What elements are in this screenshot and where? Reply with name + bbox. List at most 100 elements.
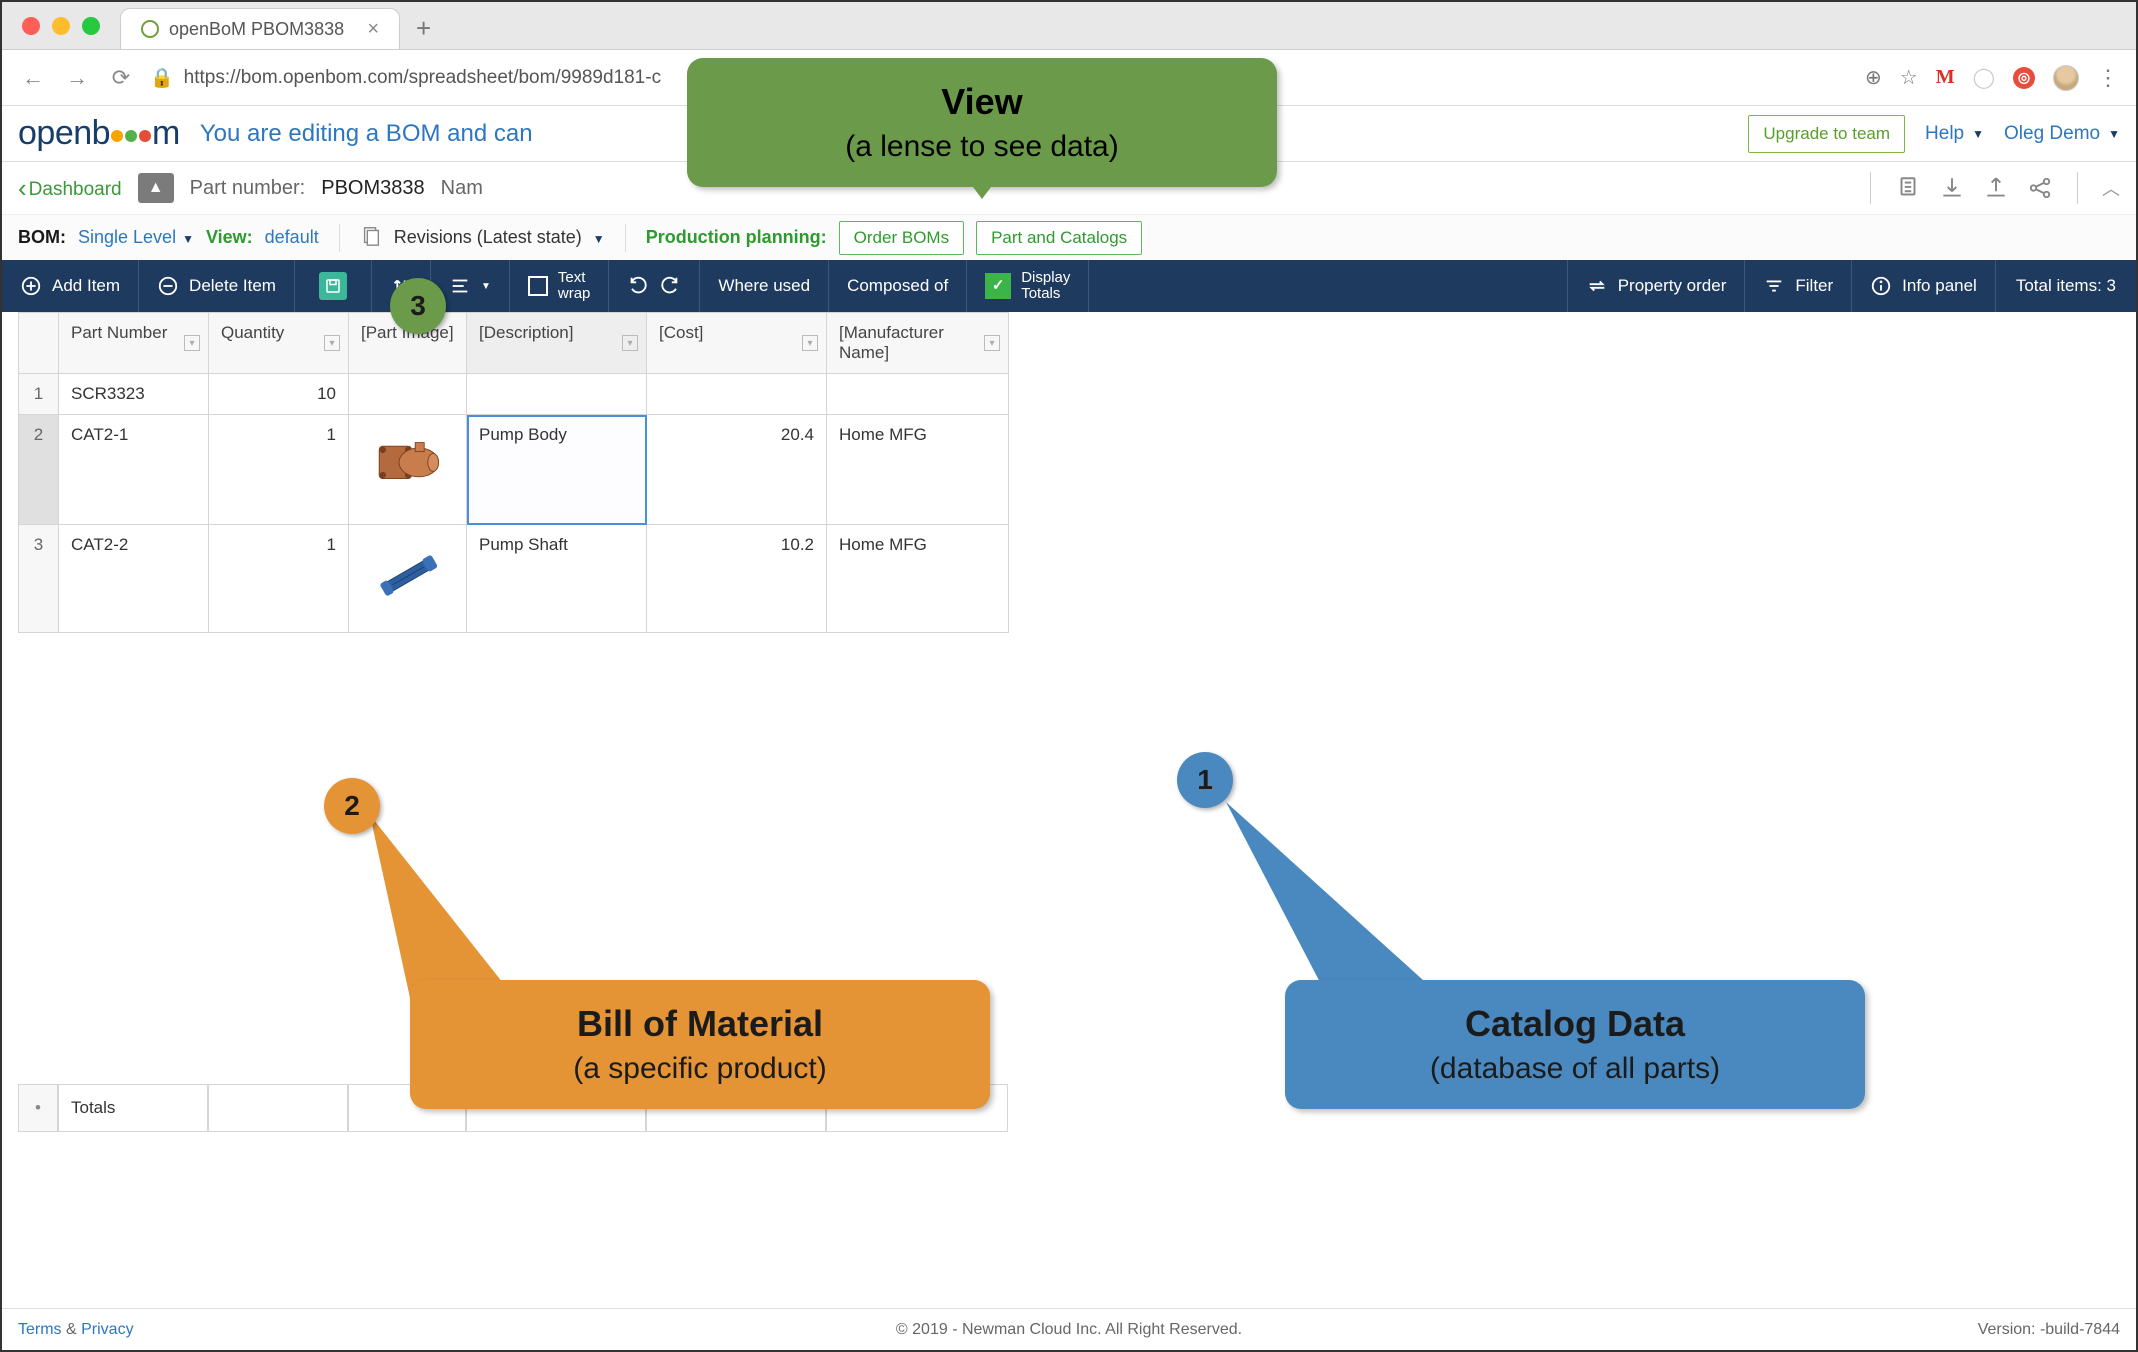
totals-indicator: • bbox=[18, 1084, 58, 1132]
close-window-icon[interactable] bbox=[22, 17, 40, 35]
reload-icon[interactable]: ⟳ bbox=[106, 65, 136, 91]
revisions-select[interactable]: Revisions (Latest state) ▼ bbox=[394, 227, 605, 248]
undo-redo-group[interactable] bbox=[609, 260, 700, 312]
part-catalogs-button[interactable]: Part and Catalogs bbox=[976, 221, 1142, 255]
filter-button[interactable]: Filter bbox=[1745, 260, 1852, 312]
back-icon[interactable]: ← bbox=[18, 65, 48, 91]
undo-icon[interactable] bbox=[627, 275, 649, 297]
browser-menu-icon[interactable]: ⋮ bbox=[2097, 65, 2120, 91]
doc-action-icons: ︿ bbox=[1864, 172, 2120, 204]
cell-cost[interactable] bbox=[647, 374, 827, 415]
download-icon[interactable] bbox=[1939, 175, 1965, 201]
cell-image[interactable] bbox=[349, 415, 467, 525]
align-icon bbox=[449, 275, 471, 297]
order-boms-button[interactable]: Order BOMs bbox=[839, 221, 964, 255]
header-part-number[interactable]: Part Number▾ bbox=[59, 313, 209, 374]
copy-icon[interactable] bbox=[1895, 175, 1921, 201]
table-row[interactable]: 1 SCR3323 10 bbox=[19, 374, 1009, 415]
composed-of-button[interactable]: Composed of bbox=[829, 260, 967, 312]
browser-tab[interactable]: openBoM PBOM3838 × bbox=[120, 8, 400, 49]
cell-quantity[interactable]: 1 bbox=[209, 525, 349, 633]
help-link[interactable]: Help▼ bbox=[1925, 123, 1984, 145]
filter-icon[interactable]: ▾ bbox=[184, 335, 200, 351]
tab-close-icon[interactable]: × bbox=[367, 18, 379, 41]
table-header-row: Part Number▾ Quantity▾ [Part Image] [Des… bbox=[19, 313, 1009, 374]
cell-cost[interactable]: 10.2 bbox=[647, 525, 827, 633]
dashboard-link[interactable]: Dashboard bbox=[18, 173, 122, 204]
profile-avatar[interactable] bbox=[2053, 65, 2079, 91]
extension-icon[interactable]: ◎ bbox=[2013, 67, 2035, 89]
cell-description[interactable]: Pump Shaft bbox=[467, 525, 647, 633]
openbom-logo[interactable]: openbm bbox=[18, 114, 180, 153]
action-toolbar: Add Item Delete Item ▼ Text wrap Where u… bbox=[2, 260, 2136, 312]
cell-manufacturer[interactable]: Home MFG bbox=[827, 415, 1009, 525]
cell-part-number[interactable]: CAT2-2 bbox=[59, 525, 209, 633]
checkbox-checked-icon bbox=[985, 273, 1011, 299]
user-menu[interactable]: Oleg Demo▼ bbox=[2004, 123, 2120, 145]
chevron-up-icon[interactable]: ︿ bbox=[2102, 175, 2120, 201]
new-tab-button[interactable]: + bbox=[400, 8, 447, 49]
header-manufacturer[interactable]: [Manufacturer Name]▾ bbox=[827, 313, 1009, 374]
share-icon[interactable] bbox=[2027, 175, 2053, 201]
divider bbox=[339, 224, 340, 252]
filter-icon bbox=[1763, 275, 1785, 297]
bookmark-icon[interactable]: ☆ bbox=[1900, 65, 1918, 90]
cell-description[interactable] bbox=[467, 374, 647, 415]
callout-badge-1: 1 bbox=[1177, 752, 1233, 808]
callout-catalog: Catalog Data (database of all parts) bbox=[1285, 980, 1865, 1109]
row-number: 1 bbox=[19, 374, 59, 415]
favicon-icon bbox=[141, 20, 159, 38]
swap-icon bbox=[1586, 275, 1608, 297]
tab-title: openBoM PBOM3838 bbox=[169, 19, 344, 40]
cell-image[interactable] bbox=[349, 374, 467, 415]
redo-icon[interactable] bbox=[659, 275, 681, 297]
callout-badge-2: 2 bbox=[324, 778, 380, 834]
filter-icon[interactable]: ▾ bbox=[984, 335, 1000, 351]
cell-manufacturer[interactable]: Home MFG bbox=[827, 525, 1009, 633]
bom-image-chip[interactable]: ▲ bbox=[138, 173, 174, 203]
minimize-window-icon[interactable] bbox=[52, 17, 70, 35]
row-number: 2 bbox=[19, 415, 59, 525]
forward-icon[interactable]: → bbox=[62, 65, 92, 91]
header-description[interactable]: [Description]▾ bbox=[467, 313, 647, 374]
property-order-button[interactable]: Property order bbox=[1568, 260, 1746, 312]
filter-icon[interactable]: ▾ bbox=[622, 335, 638, 351]
filter-icon[interactable]: ▾ bbox=[802, 335, 818, 351]
table-row[interactable]: 3 CAT2-2 1 Pump Shaft bbox=[19, 525, 1009, 633]
cell-manufacturer[interactable] bbox=[827, 374, 1009, 415]
where-used-button[interactable]: Where used bbox=[700, 260, 829, 312]
cell-cost[interactable]: 20.4 bbox=[647, 415, 827, 525]
cell-image[interactable] bbox=[349, 525, 467, 633]
callout-badge-3: 3 bbox=[390, 278, 446, 334]
info-panel-button[interactable]: Info panel bbox=[1852, 260, 1996, 312]
maximize-window-icon[interactable] bbox=[82, 17, 100, 35]
add-item-button[interactable]: Add Item bbox=[2, 260, 139, 312]
circle-icon[interactable]: ◯ bbox=[1973, 65, 1995, 90]
header-cost[interactable]: [Cost]▾ bbox=[647, 313, 827, 374]
export-icon[interactable] bbox=[1983, 175, 2009, 201]
gmail-icon[interactable]: M bbox=[1936, 66, 1955, 89]
cell-part-number[interactable]: CAT2-1 bbox=[59, 415, 209, 525]
cell-quantity[interactable]: 10 bbox=[209, 374, 349, 415]
view-select[interactable]: default bbox=[265, 227, 319, 248]
version: Version: -build-7844 bbox=[1978, 1321, 2120, 1339]
text-wrap-button[interactable]: Text wrap bbox=[510, 260, 610, 312]
cell-quantity[interactable]: 1 bbox=[209, 415, 349, 525]
filter-icon[interactable]: ▾ bbox=[324, 335, 340, 351]
privacy-link[interactable]: Privacy bbox=[81, 1321, 133, 1338]
display-totals-toggle[interactable]: Display Totals bbox=[967, 260, 1089, 312]
cell-description[interactable]: Pump Body bbox=[467, 415, 647, 525]
zoom-icon[interactable]: ⊕ bbox=[1865, 65, 1882, 90]
url-text: https://bom.openbom.com/spreadsheet/bom/… bbox=[184, 67, 661, 89]
row-number: 3 bbox=[19, 525, 59, 633]
editing-message: You are editing a BOM and can bbox=[200, 120, 533, 148]
cell-part-number[interactable]: SCR3323 bbox=[59, 374, 209, 415]
save-button[interactable] bbox=[295, 260, 372, 312]
footer: Terms & Privacy © 2019 - Newman Cloud In… bbox=[2, 1308, 2136, 1350]
upgrade-button[interactable]: Upgrade to team bbox=[1748, 115, 1905, 153]
delete-item-button[interactable]: Delete Item bbox=[139, 260, 295, 312]
header-quantity[interactable]: Quantity▾ bbox=[209, 313, 349, 374]
bom-type-select[interactable]: Single Level▼ bbox=[78, 227, 194, 248]
terms-link[interactable]: Terms bbox=[18, 1321, 62, 1338]
table-row[interactable]: 2 CAT2-1 1 bbox=[19, 415, 1009, 525]
